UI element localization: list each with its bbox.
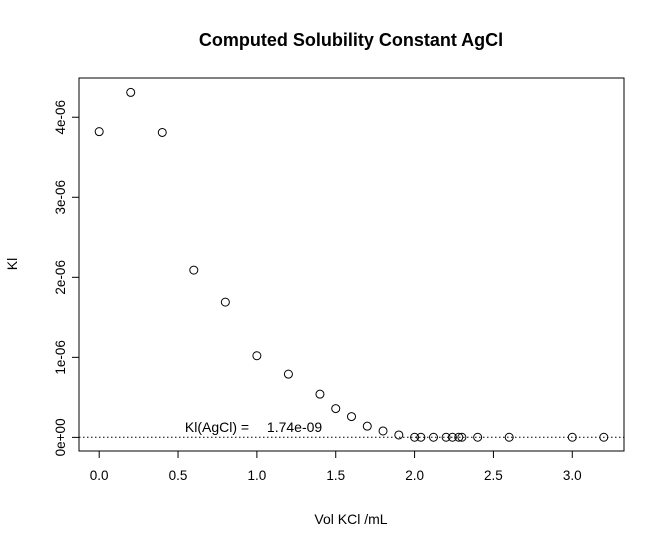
x-tick-label: 2.0 xyxy=(405,468,424,483)
data-point xyxy=(567,432,577,442)
data-point xyxy=(429,432,439,442)
data-point xyxy=(599,432,609,442)
data-point xyxy=(157,127,167,137)
data-point xyxy=(283,369,293,379)
y-tick-label: 2e-06 xyxy=(53,260,68,295)
x-tick-label: 1.0 xyxy=(247,468,266,483)
data-point xyxy=(454,432,464,442)
data-point xyxy=(189,265,199,275)
y-tick-label: 4e-06 xyxy=(53,100,68,135)
y-axis-label: Kl xyxy=(4,258,20,270)
data-point xyxy=(504,432,514,442)
y-tick-label: 3e-06 xyxy=(53,180,68,215)
y-axis: 0e+00 1e-06 2e-06 3e-06 4e-06 xyxy=(53,100,80,456)
x-axis: 0.0 0.5 1.0 1.5 2.0 2.5 3.0 xyxy=(90,450,582,483)
annotation-value: 1.74e-09 xyxy=(267,419,322,435)
data-point xyxy=(378,426,388,436)
data-point xyxy=(410,432,420,442)
annotation-label: Kl(AgCl) = xyxy=(185,419,249,435)
data-point xyxy=(441,432,451,442)
data-point xyxy=(416,432,426,442)
data-point xyxy=(473,432,483,442)
x-tick-label: 2.5 xyxy=(484,468,503,483)
y-tick-label: 1e-06 xyxy=(53,340,68,375)
data-point xyxy=(126,87,136,97)
data-point xyxy=(252,351,262,361)
data-point xyxy=(220,297,230,307)
data-point xyxy=(94,127,104,137)
data-point xyxy=(394,430,404,440)
data-point xyxy=(331,404,341,414)
chart-title: Computed Solubility Constant AgCl xyxy=(199,30,503,50)
x-tick-label: 0.5 xyxy=(169,468,188,483)
data-point xyxy=(362,421,372,431)
data-point xyxy=(347,412,356,422)
x-tick-label: 3.0 xyxy=(563,468,582,483)
plot-frame xyxy=(78,77,625,452)
x-tick-label: 0.0 xyxy=(90,468,109,483)
data-point xyxy=(447,432,457,442)
x-tick-label: 1.5 xyxy=(326,468,345,483)
data-point xyxy=(315,389,325,399)
data-point xyxy=(457,432,467,442)
y-tick-label: 0e+00 xyxy=(53,418,68,456)
data-points xyxy=(94,87,609,442)
x-axis-label: Vol KCl /mL xyxy=(314,511,387,527)
